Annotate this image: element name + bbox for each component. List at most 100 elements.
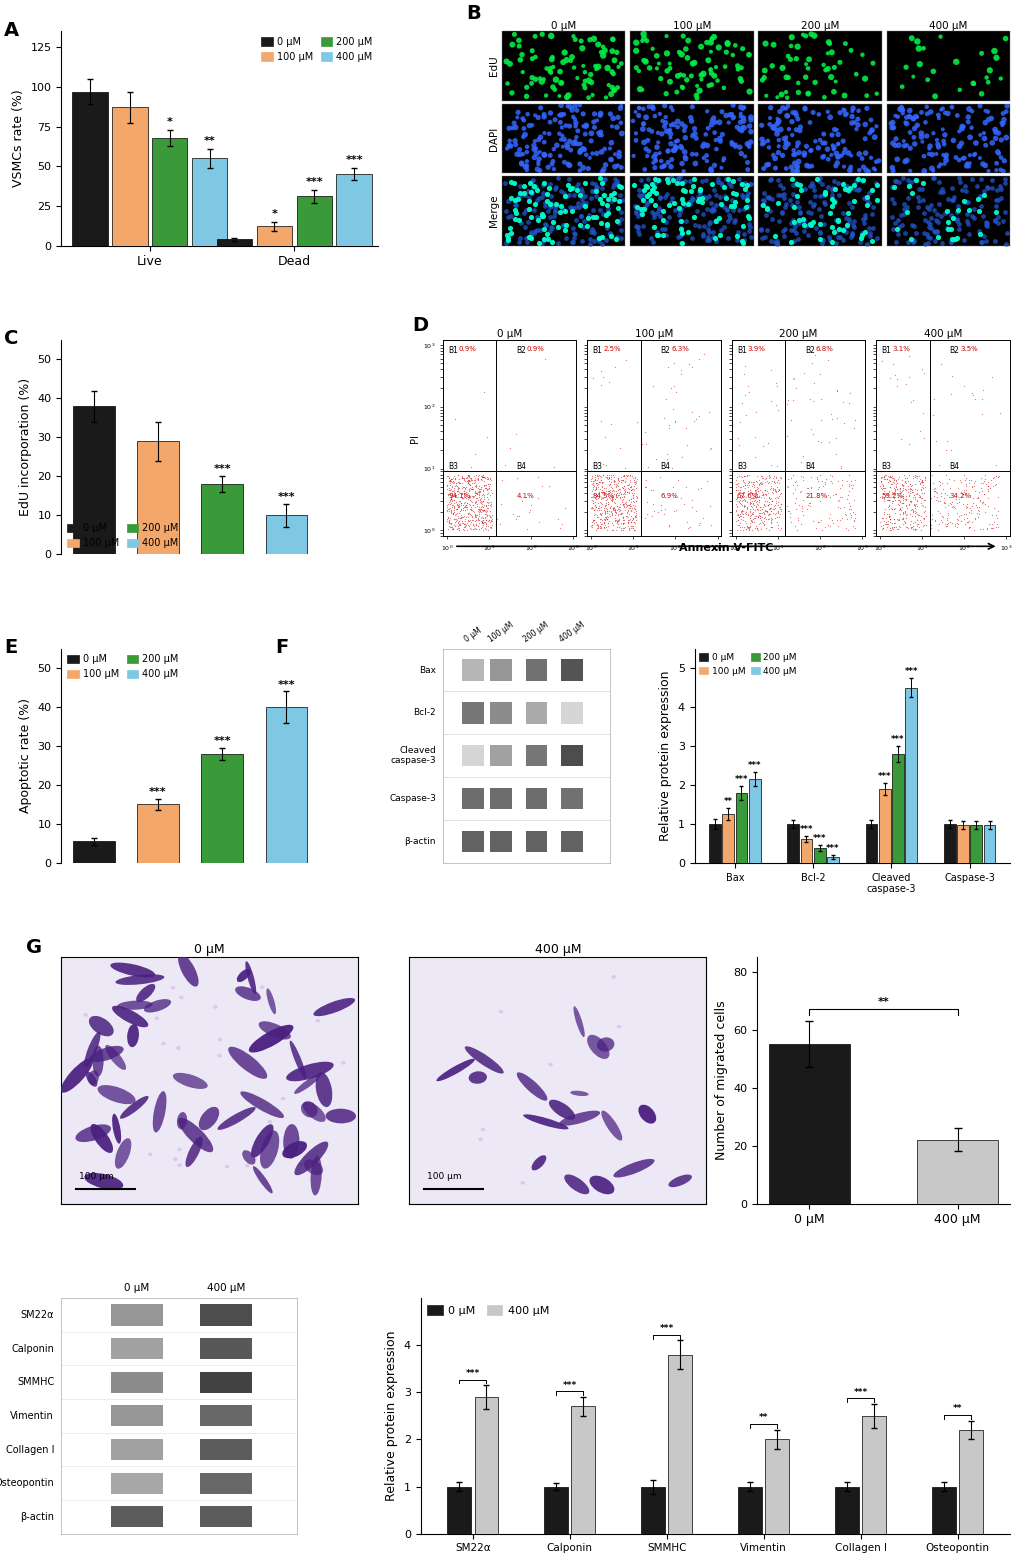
Point [905, 213, 921, 238]
Point [620, 516, 636, 541]
Point [747, 470, 763, 495]
Point [895, 197, 911, 222]
Point [796, 97, 812, 122]
Point [731, 480, 747, 505]
Point [674, 111, 690, 136]
Point [889, 516, 905, 541]
Point [994, 102, 1010, 127]
Point [843, 476, 859, 501]
Point [801, 211, 817, 236]
Point [839, 177, 855, 202]
Point [914, 473, 930, 498]
Point [902, 509, 918, 534]
Point [768, 228, 785, 254]
Point [894, 473, 910, 498]
Text: 3.1%: 3.1% [892, 346, 909, 352]
Point [748, 474, 764, 499]
Point [975, 482, 991, 507]
Point [988, 499, 1005, 524]
Ellipse shape [178, 1117, 213, 1152]
Point [841, 380, 857, 405]
Bar [111, 1405, 162, 1426]
Point [788, 189, 804, 214]
Point [627, 476, 643, 501]
Point [919, 210, 935, 235]
Point [439, 482, 455, 507]
Point [520, 210, 536, 235]
Point [840, 490, 856, 515]
Point [613, 501, 630, 526]
Point [630, 103, 646, 128]
Point [671, 202, 687, 227]
Point [851, 158, 867, 183]
Point [603, 114, 620, 139]
Point [897, 55, 913, 80]
Text: 67.6%: 67.6% [737, 493, 758, 499]
Point [474, 465, 490, 490]
Point [811, 488, 827, 513]
Point [476, 510, 492, 535]
Point [848, 117, 864, 142]
Point [676, 139, 692, 164]
Point [463, 488, 479, 513]
Point [828, 144, 845, 169]
Point [887, 477, 903, 502]
Point [612, 199, 629, 224]
Point [860, 160, 876, 185]
Point [827, 117, 844, 142]
Bar [137, 804, 178, 862]
Point [732, 499, 748, 524]
Point [877, 463, 894, 488]
Y-axis label: Relative protein expression: Relative protein expression [658, 670, 672, 840]
Bar [560, 659, 582, 681]
Bar [931, 1487, 955, 1534]
Point [537, 213, 553, 238]
Point [455, 504, 472, 529]
Point [875, 476, 892, 501]
Ellipse shape [587, 1034, 608, 1060]
Point [441, 468, 458, 493]
Point [766, 479, 783, 504]
Point [760, 496, 776, 521]
Point [875, 466, 892, 491]
Point [587, 501, 603, 526]
Point [768, 499, 785, 524]
Point [481, 466, 497, 491]
Point [567, 114, 583, 139]
Point [908, 507, 924, 532]
Ellipse shape [667, 1174, 691, 1188]
Point [768, 121, 785, 146]
Point [769, 491, 786, 516]
Point [614, 491, 631, 516]
Point [789, 227, 805, 252]
Point [883, 155, 900, 180]
Point [702, 191, 718, 216]
Point [750, 485, 766, 510]
Point [720, 171, 737, 196]
Point [544, 149, 560, 174]
Point [726, 105, 742, 130]
Point [462, 498, 478, 523]
Bar [200, 1338, 252, 1358]
Point [825, 482, 842, 507]
Point [611, 495, 628, 520]
Point [989, 465, 1006, 490]
Point [764, 465, 781, 490]
Point [881, 495, 898, 520]
Point [732, 102, 748, 127]
Point [741, 114, 757, 139]
Point [483, 509, 499, 534]
Point [829, 171, 846, 196]
Point [452, 482, 469, 507]
Point [811, 183, 827, 208]
Point [742, 507, 758, 532]
Point [755, 130, 771, 155]
Point [970, 480, 986, 505]
Point [584, 476, 600, 501]
Point [976, 133, 993, 158]
Ellipse shape [294, 1141, 328, 1175]
Point [531, 510, 547, 535]
Point [514, 59, 530, 85]
Ellipse shape [91, 1124, 113, 1153]
Point [758, 499, 774, 524]
